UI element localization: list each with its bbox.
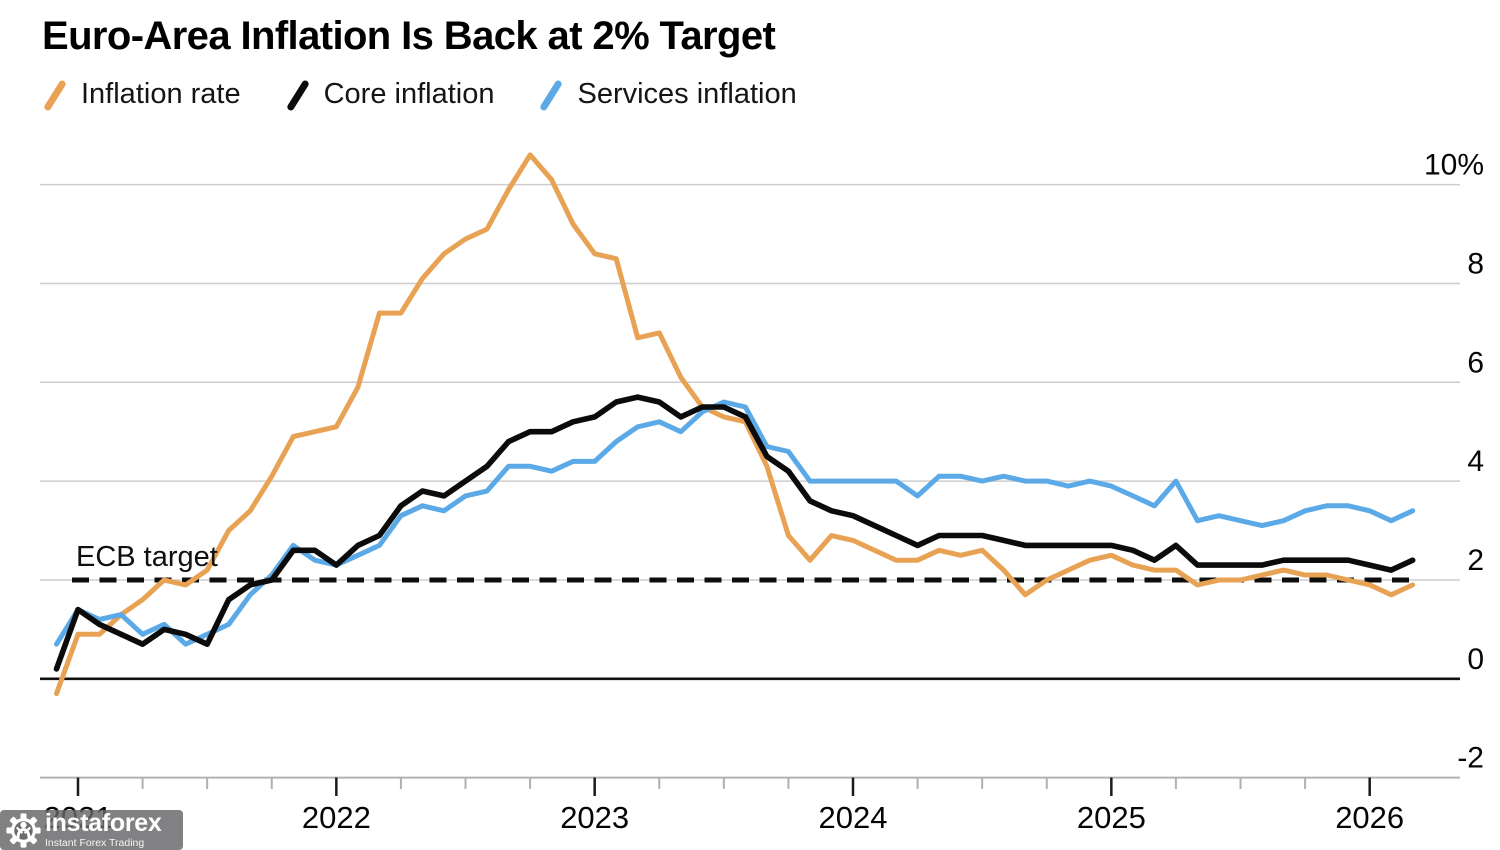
x-axis-label: 2024 xyxy=(819,800,888,835)
legend-label: Services inflation xyxy=(577,78,797,110)
gear-person-icon xyxy=(6,812,41,848)
ecb-target-label: ECB target xyxy=(76,541,218,573)
x-axis-label: 2026 xyxy=(1335,800,1404,835)
inflation-rate-slash-icon xyxy=(43,78,67,112)
series-line-services-inflation xyxy=(54,399,1416,647)
chart-legend: Inflation rate Core inflation Services i… xyxy=(43,78,797,112)
y-axis-label: 8 xyxy=(1467,247,1484,280)
y-axis-label: 10% xyxy=(1424,149,1484,182)
watermark-brand: instaforex xyxy=(45,809,162,838)
chart-title: Euro-Area Inflation Is Back at 2% Target xyxy=(42,14,776,58)
watermark-text: instaforex Instant Forex Trading xyxy=(45,809,162,850)
legend-label: Core inflation xyxy=(323,78,495,110)
watermark-tagline: Instant Forex Trading xyxy=(45,837,145,850)
series-line-core-inflation xyxy=(53,394,1416,672)
series-line-inflation-rate xyxy=(54,152,1416,697)
core-inflation-slash-icon xyxy=(285,78,310,112)
legend-item-core-inflation: Core inflation xyxy=(285,78,495,112)
y-axis-label: 2 xyxy=(1467,544,1484,577)
y-axis-label: 6 xyxy=(1467,346,1484,379)
y-axis-label: -2 xyxy=(1457,742,1484,775)
x-axis-label: 2023 xyxy=(560,800,629,835)
x-axis-label: 2022 xyxy=(302,800,371,835)
y-axis-label: 0 xyxy=(1467,643,1484,676)
x-axis-label: 2025 xyxy=(1077,800,1146,835)
services-inflation-slash-icon xyxy=(539,78,564,112)
watermark: instaforex Instant Forex Trading xyxy=(0,810,183,850)
legend-label: Inflation rate xyxy=(81,78,241,110)
y-axis-label: 4 xyxy=(1467,445,1484,478)
legend-item-inflation-rate: Inflation rate xyxy=(43,78,241,112)
legend-item-services-inflation: Services inflation xyxy=(539,78,797,112)
